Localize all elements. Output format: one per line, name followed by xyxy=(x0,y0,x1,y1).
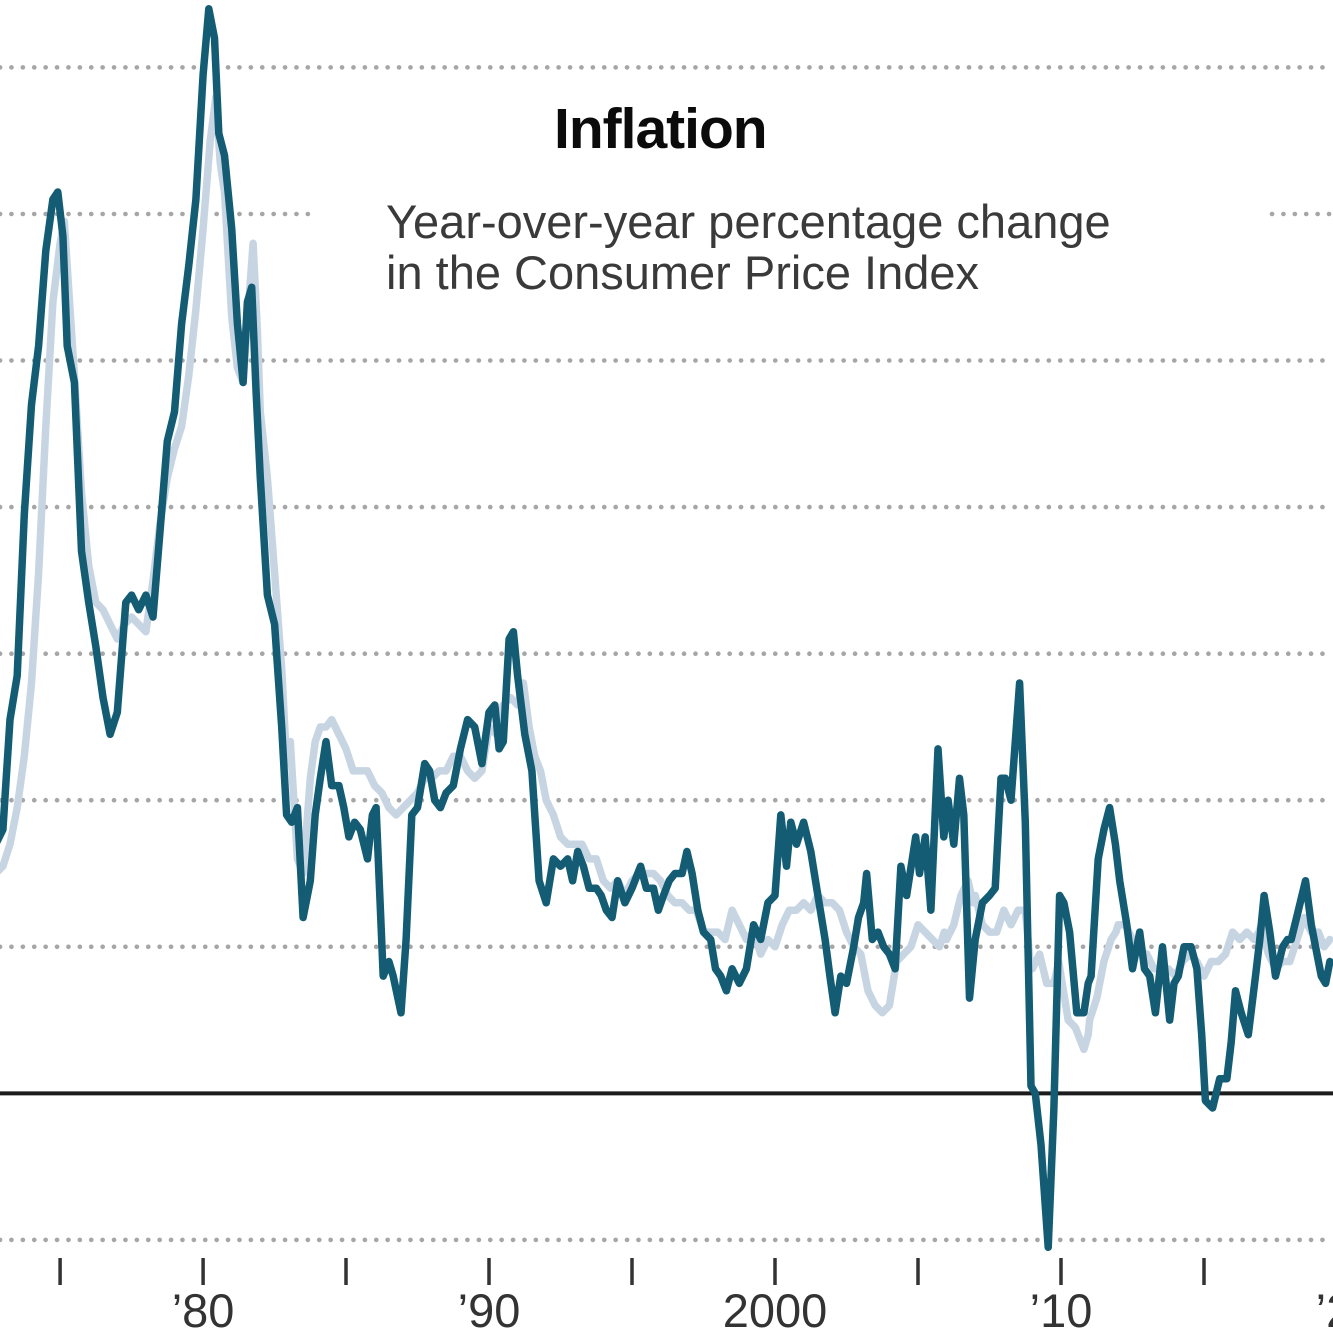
core-cpi-line xyxy=(0,92,1333,1054)
x-axis-label: ’10 xyxy=(1030,1284,1093,1333)
headline-cpi-line xyxy=(0,5,1333,1252)
x-axis-label: ’90 xyxy=(458,1284,521,1333)
x-axis-label: ’20 xyxy=(1316,1284,1333,1333)
x-axis-label: 2000 xyxy=(723,1284,828,1333)
x-axis-label: ’80 xyxy=(172,1284,235,1333)
